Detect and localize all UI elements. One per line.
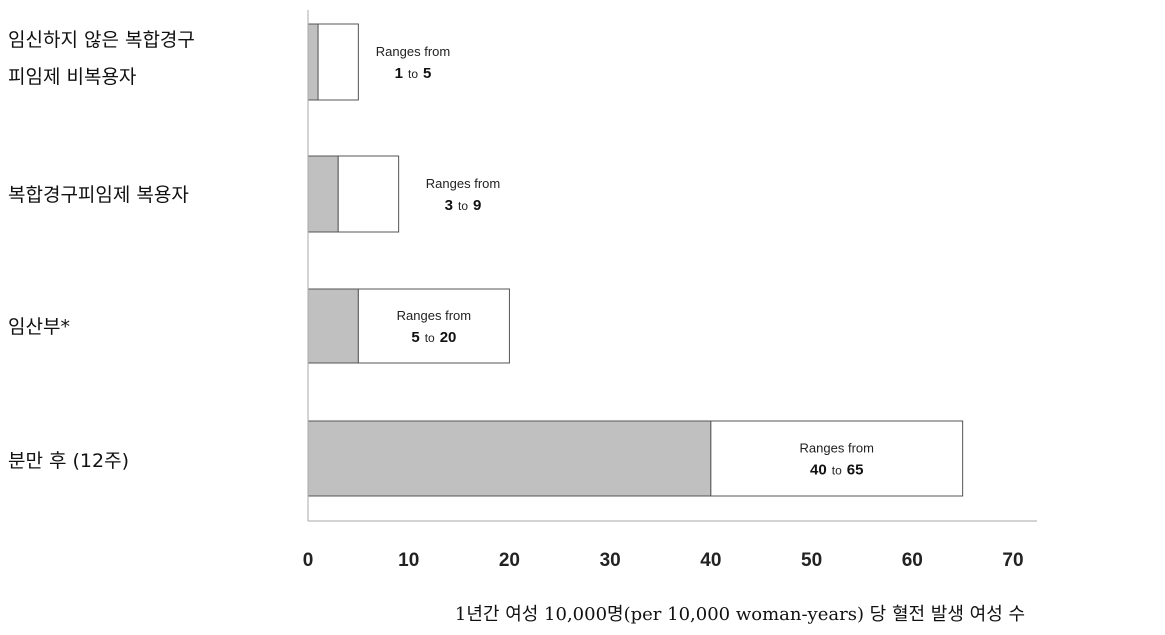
x-axis-label: 1년간 여성 10,000명(per 10,000 woman-years) 당… [455,604,1025,625]
range-min-value: 1 [395,65,403,82]
x-tick-label: 20 [499,550,520,571]
bar-group: Ranges from 1 to 5 [308,24,450,100]
range-connector: to [408,67,418,81]
range-min-value: 3 [445,197,453,214]
range-connector: to [832,464,842,478]
range-min-value: 5 [411,329,419,346]
range-label: Ranges from [376,44,450,59]
range-max-value: 65 [847,462,864,479]
bar-group: Ranges from 40 to 65 [308,421,963,496]
x-tick-label: 30 [600,550,621,571]
category-label: 임산부* [8,316,70,338]
x-tick-label: 70 [1002,550,1023,571]
x-tick-label: 10 [398,550,419,571]
x-tick-label: 60 [902,550,923,571]
x-tick-labels: 0 10 20 30 40 50 60 70 [303,550,1024,571]
range-max-value: 9 [473,197,481,214]
range-values: 3 to 9 [445,197,482,214]
range-values: 1 to 5 [395,65,432,82]
bar-group: Ranges from 3 to 9 [308,156,500,232]
bar-range-segment [711,421,963,496]
range-max-value: 5 [423,65,431,82]
range-label: Ranges from [426,176,500,191]
category-label: 복합경구피임제 복용자 [8,184,189,206]
bar-range-segment [358,289,509,363]
bar-min-segment [308,289,358,363]
range-max-value: 20 [440,329,457,346]
x-tick-label: 50 [801,550,822,571]
category-label: 분만 후 (12주) [8,450,129,472]
category-label: 피임제 비복용자 [8,66,136,88]
x-tick-label: 0 [303,550,314,571]
range-label: Ranges from [397,308,471,323]
bar-min-segment [308,156,338,232]
range-values: 5 to 20 [411,329,456,346]
bar-min-segment [308,24,318,100]
range-connector: to [425,331,435,345]
bar-range-segment [318,24,358,100]
bar-range-segment [338,156,398,232]
range-label: Ranges from [800,441,874,456]
range-min-value: 40 [810,462,827,479]
x-tick-label: 40 [700,550,721,571]
category-label: 임신하지 않은 복합경구 [8,29,195,51]
range-connector: to [458,199,468,213]
bar-group: Ranges from 5 to 20 [308,289,509,363]
bar-min-segment [308,421,711,496]
range-values: 40 to 65 [810,462,863,479]
